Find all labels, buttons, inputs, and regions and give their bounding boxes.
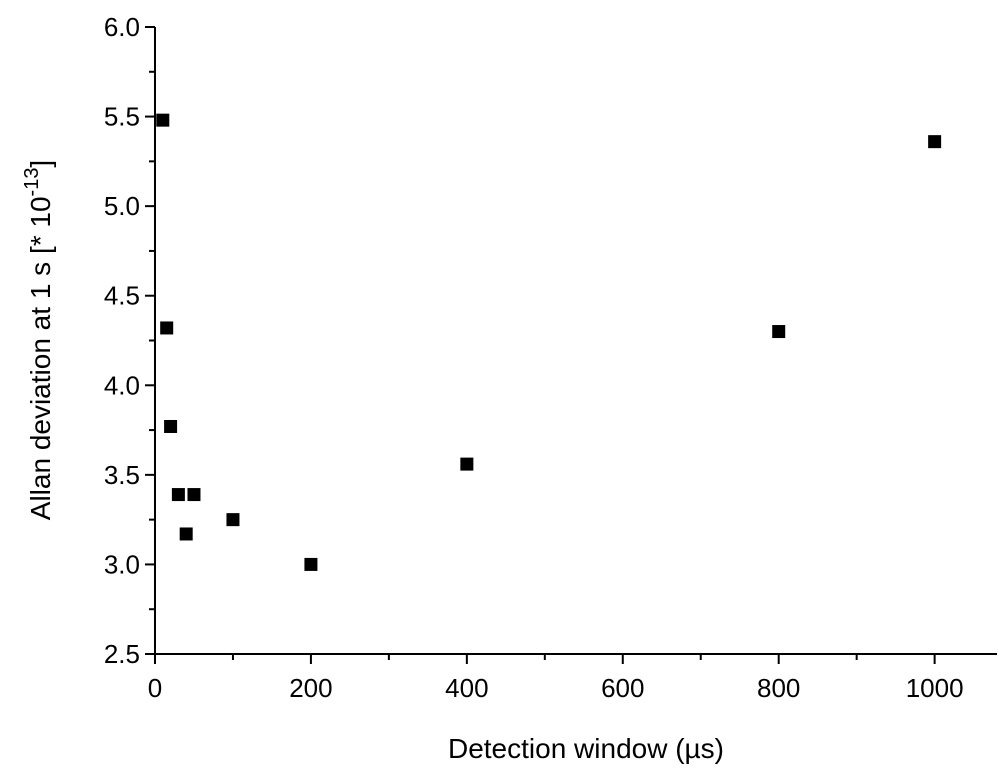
- y-tick-label: 3.5: [104, 460, 140, 490]
- y-tick-labels: 2.5 3.0 3.5 4.0 4.5 5.0 5.5 6.0: [104, 12, 140, 669]
- data-point: [772, 325, 786, 339]
- data-point: [460, 457, 474, 471]
- minor-ticks: [149, 70, 858, 660]
- y-axis-title-main: Allan deviation at 1 s [* 10: [25, 196, 56, 520]
- data-point: [179, 527, 193, 541]
- data-points: [156, 113, 942, 571]
- y-tick-label: 6.0: [104, 12, 140, 42]
- x-tick-label: 800: [757, 673, 800, 703]
- data-point: [304, 557, 318, 571]
- x-tick-label: 400: [445, 673, 488, 703]
- y-tick-label: 3.0: [104, 549, 140, 579]
- data-point: [160, 321, 174, 335]
- data-point: [164, 419, 178, 433]
- data-point: [171, 488, 185, 502]
- x-tick-label: 1000: [906, 673, 964, 703]
- y-axis-title-close: ]: [25, 160, 56, 168]
- data-point: [156, 113, 170, 127]
- y-tick-label: 4.5: [104, 281, 140, 311]
- x-tick-label: 0: [148, 673, 162, 703]
- x-tick-label: 600: [601, 673, 644, 703]
- y-tick-label: 5.0: [104, 191, 140, 221]
- plot-frame: [154, 27, 997, 655]
- x-tick-label: 200: [289, 673, 332, 703]
- y-axis-title: Allan deviation at 1 s [* 10-13]: [21, 160, 56, 520]
- major-ticks: [145, 26, 936, 664]
- y-axis-title-exponent: -13: [21, 168, 43, 197]
- y-tick-label: 5.5: [104, 102, 140, 132]
- y-tick-label: 2.5: [104, 639, 140, 669]
- y-tick-label: 4.0: [104, 370, 140, 400]
- data-point: [226, 513, 240, 527]
- x-tick-labels: 0 200 400 600 800 1000: [148, 673, 964, 703]
- x-axis-title: Detection window (µs): [448, 733, 724, 764]
- data-point: [928, 135, 942, 149]
- data-point: [187, 488, 201, 502]
